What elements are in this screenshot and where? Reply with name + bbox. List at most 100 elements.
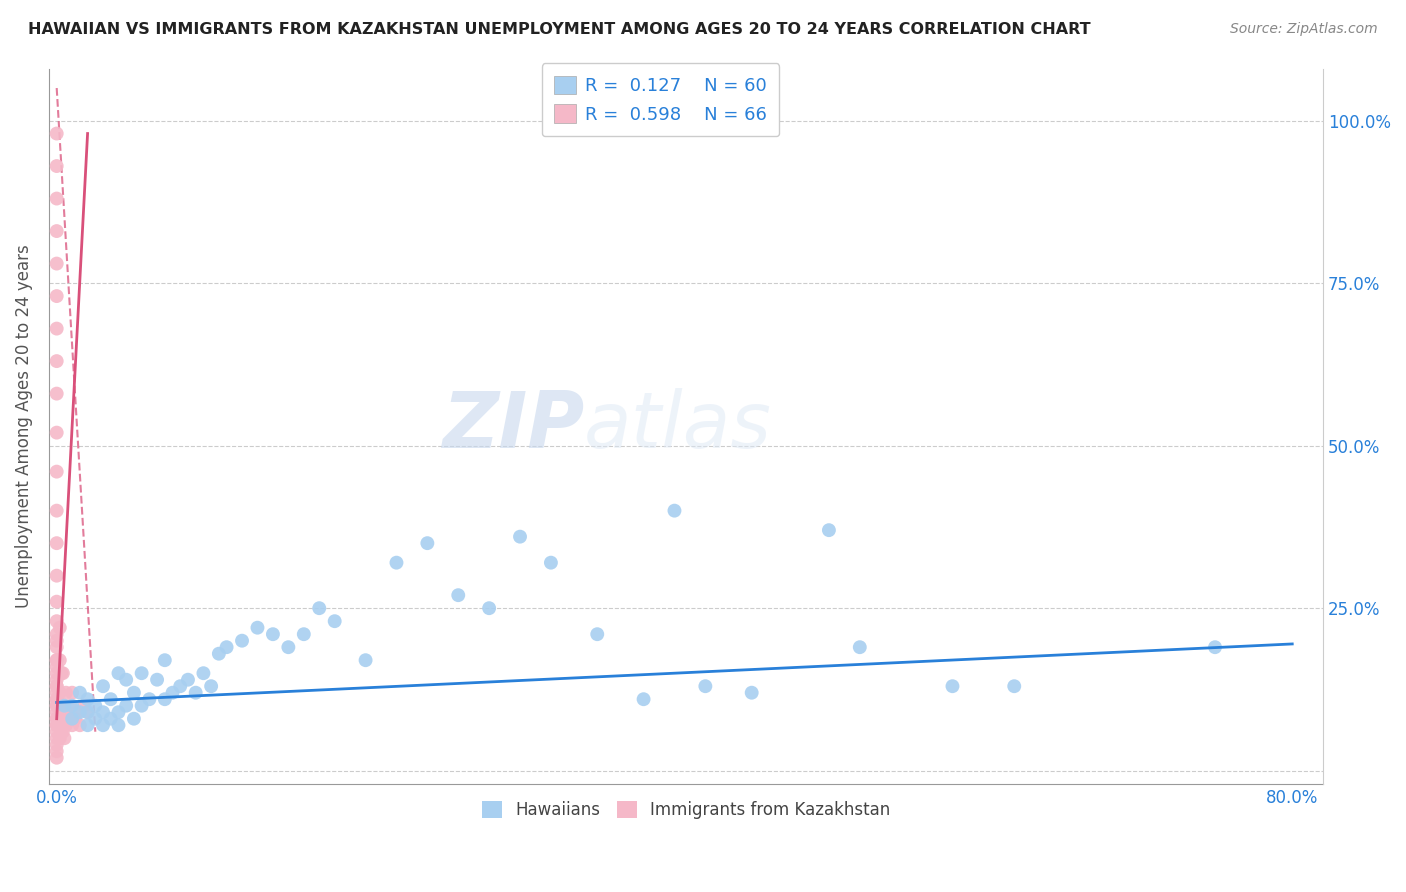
Point <box>60 686 83 700</box>
Text: HAWAIIAN VS IMMIGRANTS FROM KAZAKHSTAN UNEMPLOYMENT AMONG AGES 20 TO 24 YEARS CO: HAWAIIAN VS IMMIGRANTS FROM KAZAKHSTAN U… <box>28 22 1091 37</box>
Point <box>45 653 67 667</box>
Point <box>45 127 67 141</box>
Point <box>45 679 67 693</box>
Point <box>51 698 73 713</box>
Point <box>55 686 77 700</box>
Text: ZIP: ZIP <box>441 388 583 464</box>
Point <box>45 425 67 440</box>
Point <box>45 386 67 401</box>
Point <box>169 679 191 693</box>
Point <box>45 673 67 687</box>
Point <box>55 718 77 732</box>
Point <box>76 705 98 719</box>
Point <box>45 744 67 758</box>
Legend: Hawaiians, Immigrants from Kazakhstan: Hawaiians, Immigrants from Kazakhstan <box>475 794 897 825</box>
Point <box>60 712 83 726</box>
Point <box>45 718 67 732</box>
Point <box>131 698 153 713</box>
Point <box>45 738 67 752</box>
Point <box>91 705 114 719</box>
Point <box>695 679 717 693</box>
Point <box>100 692 122 706</box>
Point <box>69 705 91 719</box>
Point <box>49 621 72 635</box>
Point <box>478 601 501 615</box>
Point <box>193 666 215 681</box>
Point <box>107 666 129 681</box>
Point <box>292 627 315 641</box>
Point <box>45 712 67 726</box>
Point <box>416 536 439 550</box>
Point <box>45 692 67 706</box>
Point <box>177 673 200 687</box>
Point <box>45 653 67 667</box>
Point <box>45 666 67 681</box>
Point <box>69 686 91 700</box>
Point <box>45 614 67 628</box>
Point <box>60 698 83 713</box>
Point <box>107 705 129 719</box>
Point <box>586 627 609 641</box>
Point <box>49 686 72 700</box>
Point <box>131 666 153 681</box>
Point <box>76 692 98 706</box>
Point <box>45 354 67 368</box>
Point <box>146 673 169 687</box>
Point <box>115 698 138 713</box>
Point <box>91 718 114 732</box>
Point <box>540 556 562 570</box>
Point <box>52 666 75 681</box>
Point <box>66 705 89 719</box>
Point <box>45 633 67 648</box>
Point <box>49 712 72 726</box>
Point <box>53 698 76 713</box>
Point <box>138 692 160 706</box>
Point <box>60 718 83 732</box>
Point <box>1204 640 1226 655</box>
Point <box>49 653 72 667</box>
Point <box>45 503 67 517</box>
Point <box>53 698 76 713</box>
Point <box>45 465 67 479</box>
Point <box>818 523 841 537</box>
Point <box>246 621 269 635</box>
Y-axis label: Unemployment Among Ages 20 to 24 years: Unemployment Among Ages 20 to 24 years <box>15 244 32 608</box>
Point <box>76 705 98 719</box>
Point <box>45 224 67 238</box>
Point <box>45 686 67 700</box>
Point <box>76 718 98 732</box>
Point <box>58 712 80 726</box>
Point <box>200 679 222 693</box>
Point <box>277 640 299 655</box>
Point <box>45 698 67 713</box>
Point <box>354 653 377 667</box>
Point <box>45 705 67 719</box>
Point <box>56 705 79 719</box>
Point <box>45 256 67 270</box>
Point <box>45 698 67 713</box>
Text: atlas: atlas <box>583 388 772 464</box>
Point <box>385 556 408 570</box>
Point <box>84 712 107 726</box>
Point <box>45 321 67 335</box>
Point <box>153 653 176 667</box>
Point <box>208 647 231 661</box>
Point <box>45 289 67 303</box>
Text: Source: ZipAtlas.com: Source: ZipAtlas.com <box>1230 22 1378 37</box>
Point <box>49 731 72 746</box>
Point <box>51 718 73 732</box>
Point <box>45 568 67 582</box>
Point <box>122 712 145 726</box>
Point <box>100 712 122 726</box>
Point <box>65 712 87 726</box>
Point <box>447 588 470 602</box>
Point <box>45 192 67 206</box>
Point <box>45 679 67 693</box>
Point <box>45 750 67 764</box>
Point <box>45 712 67 726</box>
Point <box>633 692 655 706</box>
Point <box>45 536 67 550</box>
Point <box>45 640 67 655</box>
Point <box>45 724 67 739</box>
Point <box>84 698 107 713</box>
